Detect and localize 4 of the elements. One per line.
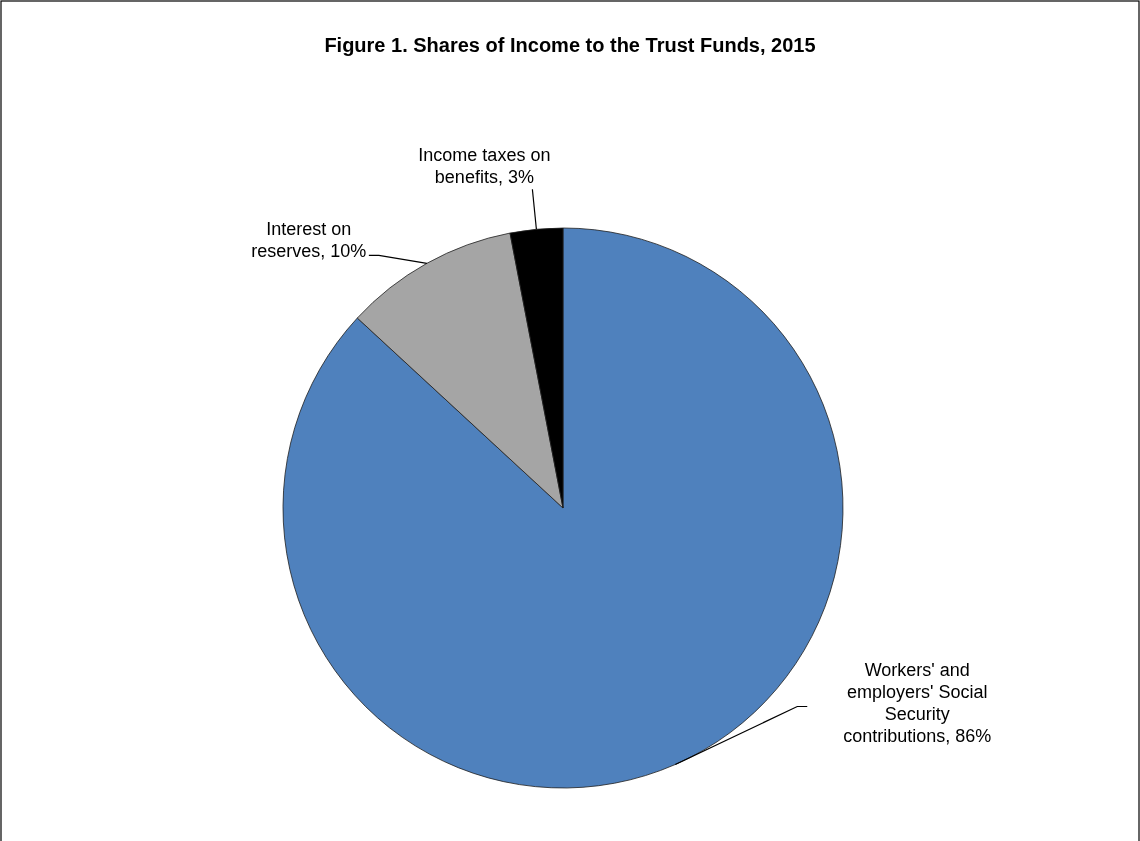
slice-label: Workers' and employers' Social Security contributions, 86% <box>843 660 992 747</box>
slice-label: Interest on reserves, 10% <box>251 219 367 262</box>
slice-label: Income taxes on benefits, 3% <box>418 145 551 188</box>
chart-title: Figure 1. Shares of Income to the Trust Funds, 2015 <box>324 34 816 56</box>
